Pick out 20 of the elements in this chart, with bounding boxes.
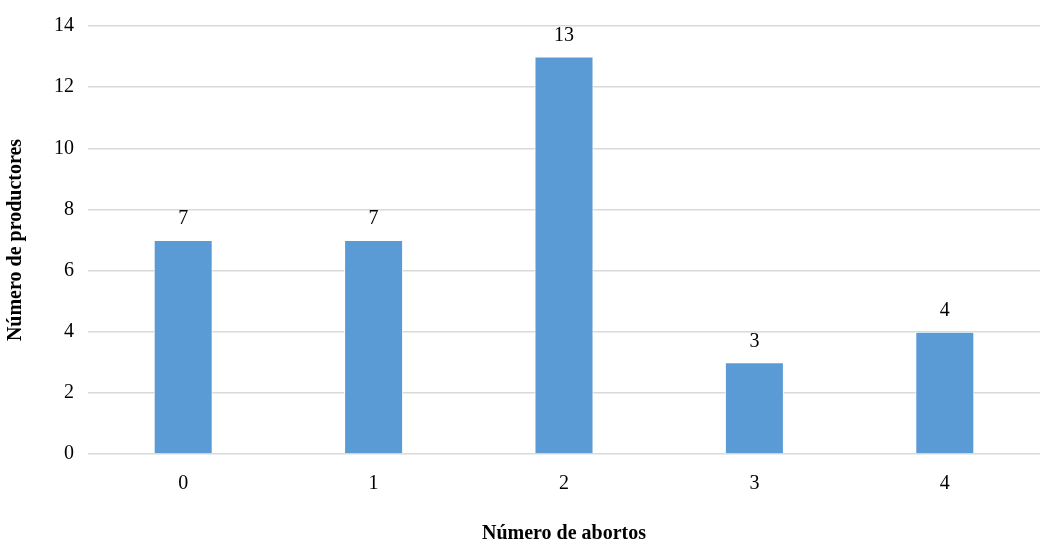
y-axis-title: Número de productores — [3, 138, 27, 342]
y-tick-label: 10 — [54, 135, 74, 158]
y-tick-label: 12 — [54, 74, 74, 97]
x-tick-label: 1 — [368, 471, 379, 494]
y-tick-label: 0 — [64, 441, 74, 464]
x-axis-title: Número de abortos — [481, 521, 647, 544]
data-label: 3 — [749, 328, 760, 351]
x-tick-label: 4 — [939, 471, 950, 494]
x-tick-label: 3 — [749, 471, 760, 494]
x-tick-label: 2 — [559, 471, 569, 494]
data-label: 7 — [368, 206, 379, 229]
y-tick-label: 4 — [64, 318, 74, 341]
y-tick-label: 8 — [64, 196, 74, 219]
y-tick-label: 6 — [64, 257, 74, 280]
x-tick-label: 0 — [178, 471, 189, 494]
data-label: 4 — [939, 297, 950, 320]
data-label: 7 — [178, 206, 189, 229]
data-label: 13 — [554, 22, 574, 45]
y-tick-label: 2 — [64, 380, 74, 403]
y-tick-label: 14 — [54, 13, 74, 36]
